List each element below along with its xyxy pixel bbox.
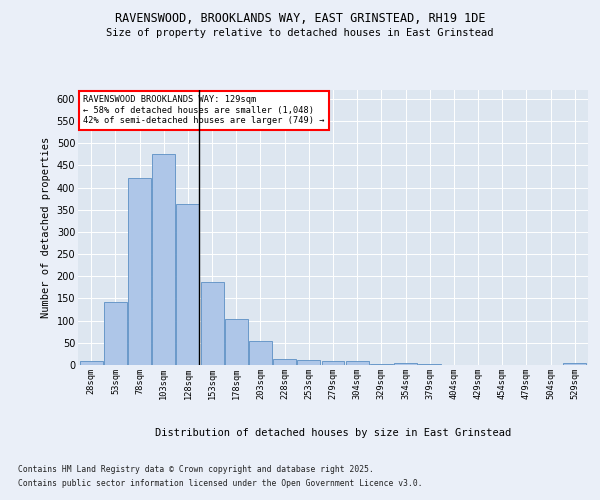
Bar	[200, 282, 224, 365]
Text: Distribution of detached houses by size in East Grinstead: Distribution of detached houses by size …	[155, 428, 511, 438]
Text: Contains HM Land Registry data © Crown copyright and database right 2025.: Contains HM Land Registry data © Crown c…	[18, 466, 374, 474]
Bar	[104, 302, 127, 365]
Bar	[370, 364, 393, 365]
Text: Size of property relative to detached houses in East Grinstead: Size of property relative to detached ho…	[106, 28, 494, 38]
Bar	[176, 204, 199, 365]
Bar	[563, 363, 586, 365]
Bar	[346, 362, 368, 365]
Bar	[249, 342, 272, 365]
Text: Contains public sector information licensed under the Open Government Licence v3: Contains public sector information licen…	[18, 479, 422, 488]
Text: RAVENSWOOD, BROOKLANDS WAY, EAST GRINSTEAD, RH19 1DE: RAVENSWOOD, BROOKLANDS WAY, EAST GRINSTE…	[115, 12, 485, 26]
Bar	[273, 359, 296, 365]
Bar	[298, 360, 320, 365]
Bar	[128, 178, 151, 365]
Text: RAVENSWOOD BROOKLANDS WAY: 129sqm
← 58% of detached houses are smaller (1,048)
4: RAVENSWOOD BROOKLANDS WAY: 129sqm ← 58% …	[83, 96, 325, 126]
Y-axis label: Number of detached properties: Number of detached properties	[41, 137, 51, 318]
Bar	[322, 361, 344, 365]
Bar	[394, 363, 417, 365]
Bar	[152, 154, 175, 365]
Bar	[418, 364, 441, 365]
Bar	[225, 319, 248, 365]
Bar	[80, 362, 103, 365]
